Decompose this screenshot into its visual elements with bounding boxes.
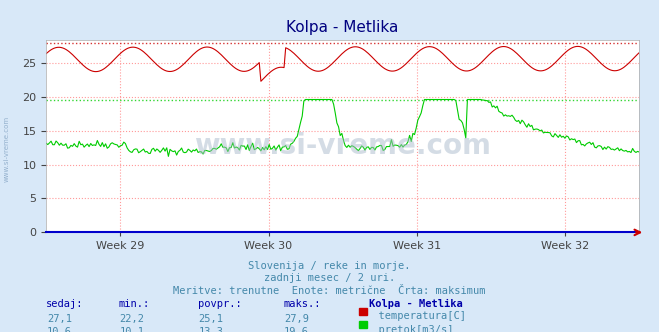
- Text: Slovenija / reke in morje.: Slovenija / reke in morje.: [248, 261, 411, 271]
- Text: 25,1: 25,1: [198, 314, 223, 324]
- Text: 22,2: 22,2: [119, 314, 144, 324]
- Text: Meritve: trenutne  Enote: metrične  Črta: maksimum: Meritve: trenutne Enote: metrične Črta: …: [173, 286, 486, 296]
- Text: 10,1: 10,1: [119, 327, 144, 332]
- Text: Kolpa - Metlika: Kolpa - Metlika: [369, 299, 463, 309]
- Text: sedaj:: sedaj:: [46, 299, 84, 309]
- Text: www.si-vreme.com: www.si-vreme.com: [3, 116, 10, 183]
- Text: 27,1: 27,1: [47, 314, 72, 324]
- Text: zadnji mesec / 2 uri.: zadnji mesec / 2 uri.: [264, 273, 395, 283]
- Text: pretok[m3/s]: pretok[m3/s]: [366, 325, 453, 332]
- Text: www.si-vreme.com: www.si-vreme.com: [194, 132, 491, 160]
- Text: 13,3: 13,3: [198, 327, 223, 332]
- Text: 27,9: 27,9: [284, 314, 309, 324]
- Text: temperatura[C]: temperatura[C]: [366, 311, 466, 321]
- Text: 19,6: 19,6: [284, 327, 309, 332]
- Text: min.:: min.:: [119, 299, 150, 309]
- Text: povpr.:: povpr.:: [198, 299, 241, 309]
- Title: Kolpa - Metlika: Kolpa - Metlika: [287, 20, 399, 35]
- Text: 10,6: 10,6: [47, 327, 72, 332]
- Text: maks.:: maks.:: [283, 299, 321, 309]
